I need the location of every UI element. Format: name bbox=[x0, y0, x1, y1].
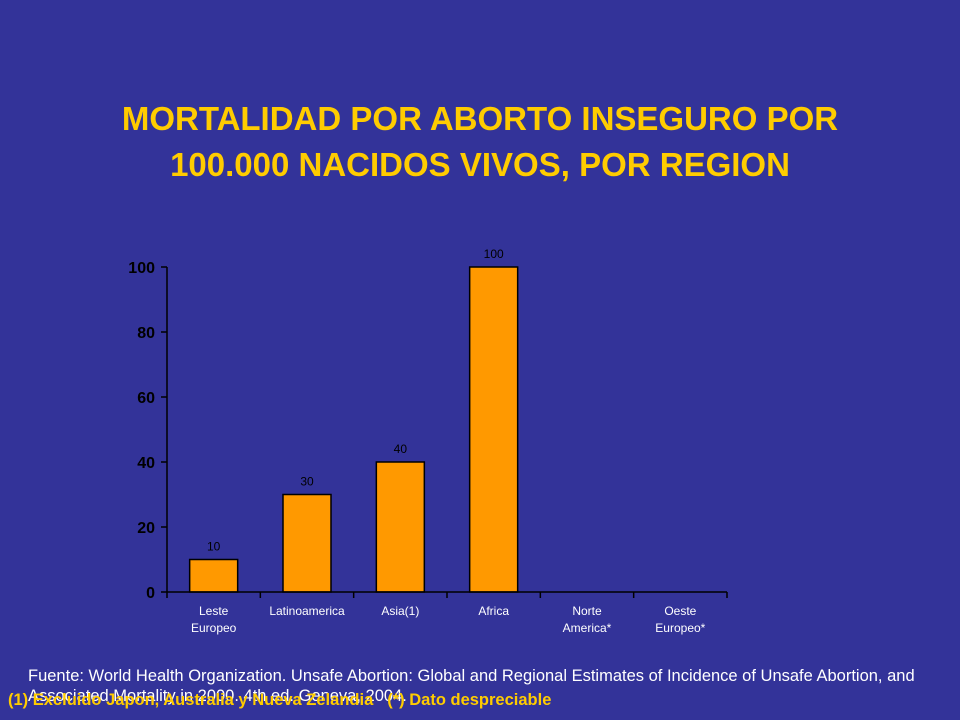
x-tick-label-4: Norte America* bbox=[563, 604, 612, 635]
x-tick-label-line: Oeste bbox=[664, 604, 696, 618]
x-tick-label-1: Latinoamerica bbox=[269, 604, 345, 618]
data-label-0: 10 bbox=[207, 540, 221, 554]
y-tick-label-3: 60 bbox=[137, 390, 155, 407]
data-label-1: 30 bbox=[300, 475, 314, 489]
x-tick-label-line: Asia(1) bbox=[381, 604, 419, 618]
x-tick-label-0: Leste Europeo bbox=[191, 604, 237, 635]
y-tick-label-2: 40 bbox=[137, 455, 155, 472]
y-tick-label-0: 0 bbox=[146, 585, 155, 602]
chart-title: MORTALIDAD POR ABORTO INSEGURO POR 100.0… bbox=[40, 96, 920, 188]
x-tick-label-line: Norte bbox=[572, 604, 602, 618]
x-tick-label-5: Oeste Europeo* bbox=[655, 604, 705, 635]
x-tick-label-line: America* bbox=[563, 621, 612, 635]
x-tick-label-line: Leste bbox=[199, 604, 229, 618]
x-tick-label-line: Europeo* bbox=[655, 621, 705, 635]
x-tick-label-2: Asia(1) bbox=[381, 604, 419, 618]
bar-1 bbox=[282, 493, 332, 593]
y-tick-label-1: 20 bbox=[137, 520, 155, 537]
x-tick-label-line: Europeo bbox=[191, 621, 237, 635]
y-tick-label-5: 100 bbox=[128, 260, 155, 277]
x-tick-label-3: Africa bbox=[478, 604, 509, 618]
x-tick-label-line: Africa bbox=[478, 604, 509, 618]
bar-2 bbox=[375, 461, 426, 593]
footnote-asia: (1) Excluido Japon, Australia y Nueva Ze… bbox=[8, 691, 374, 709]
footnote-negligible: (*) Dato despreciable bbox=[387, 691, 552, 709]
data-label-2: 40 bbox=[394, 442, 408, 456]
footnotes: (1) Excluido Japon, Australia y Nueva Ze… bbox=[8, 690, 948, 710]
bar-3 bbox=[468, 266, 519, 593]
y-tick-label-4: 80 bbox=[137, 325, 155, 342]
chart-title-line-1: MORTALIDAD POR ABORTO INSEGURO POR bbox=[121, 100, 839, 137]
bar-0 bbox=[188, 558, 239, 593]
chart-title-line-2: 100.000 NACIDOS VIVOS, POR REGION bbox=[170, 146, 790, 183]
x-tick-label-line: Latinoamerica bbox=[269, 604, 345, 618]
data-label-3: 100 bbox=[484, 247, 504, 261]
source-note: Fuente: World Health Organization. Unsaf… bbox=[28, 667, 915, 705]
